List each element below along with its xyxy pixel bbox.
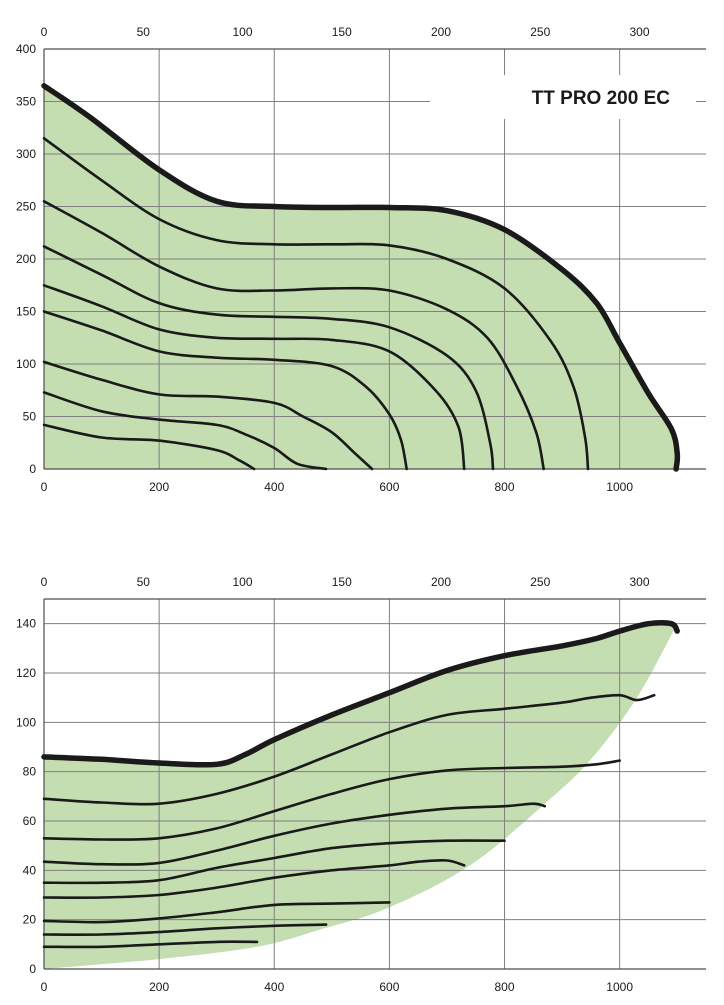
x2-tick-label: 0 [41, 575, 48, 589]
x-tick-label: 800 [495, 980, 515, 994]
series-line [42, 423, 256, 471]
series-line [42, 137, 590, 471]
chart-title: TT PRO 200 EC [532, 88, 671, 109]
series-line-max [41, 619, 680, 768]
x2-tick-label: 100 [232, 575, 252, 589]
title-box [430, 75, 696, 119]
x2-tick-label: 300 [629, 25, 649, 39]
y-tick-label: 100 [16, 357, 36, 371]
operating-area [44, 85, 678, 470]
series-line [42, 284, 466, 471]
y-tick-label: 80 [23, 765, 37, 779]
x-tick-label: 0 [41, 480, 48, 494]
series-line [42, 693, 656, 806]
x2-tick-label: 50 [137, 25, 151, 39]
y-tick-label: 150 [16, 305, 36, 319]
series-line [42, 391, 328, 471]
x-tick-label: 1000 [606, 980, 633, 994]
y-tick-label: 350 [16, 95, 36, 109]
y-tick-label: 0 [29, 962, 36, 976]
x2-tick-label: 200 [431, 25, 451, 39]
x2-tick-label: 250 [530, 25, 550, 39]
pressure-airflow-chart: 0 200 400 600 800 1000 0 50 100 150 200 250 300 0 50 10… [16, 25, 706, 494]
y-tick-label: 250 [16, 200, 36, 214]
x2-tick-label: 0 [41, 25, 48, 39]
series-line [42, 310, 408, 471]
y-tick-label: 60 [23, 814, 37, 828]
x2-tick-label: 100 [232, 25, 252, 39]
series-line [42, 802, 547, 866]
y-tick-label: 400 [16, 42, 36, 56]
x-tick-label: 600 [379, 980, 399, 994]
power-airflow-chart: 0 200 400 600 800 1000 0 50 100 150 200 250 300 0 20 40… [16, 575, 706, 994]
x2-tick-label: 50 [137, 575, 151, 589]
series-line [42, 200, 545, 471]
series-line [42, 839, 506, 885]
x-tick-label: 800 [495, 480, 515, 494]
x2-tick-label: 250 [530, 575, 550, 589]
y-tick-label: 0 [29, 462, 36, 476]
y-tick-label: 140 [16, 617, 36, 631]
series-line [42, 923, 328, 936]
x-tick-label: 0 [41, 980, 48, 994]
y-tick-label: 120 [16, 666, 36, 680]
y-tick-label: 200 [16, 252, 36, 266]
operating-area [44, 622, 678, 969]
x2-tick-label: 150 [332, 575, 352, 589]
y-tick-label: 300 [16, 147, 36, 161]
series-line [42, 360, 374, 471]
y-tick-label: 100 [16, 715, 36, 729]
x-tick-label: 200 [149, 480, 169, 494]
series-line [42, 901, 391, 924]
series-line [42, 940, 259, 949]
x-tick-label: 200 [149, 980, 169, 994]
x2-tick-label: 200 [431, 575, 451, 589]
x-tick-label: 1000 [606, 480, 633, 494]
series-line [42, 759, 621, 841]
x-tick-label: 600 [379, 480, 399, 494]
y-tick-label: 40 [23, 863, 37, 877]
x2-tick-label: 150 [332, 25, 352, 39]
x-tick-label: 400 [264, 980, 284, 994]
y-tick-label: 20 [23, 913, 37, 927]
x2-tick-label: 300 [629, 575, 649, 589]
series-line [42, 245, 495, 471]
series-line-max [41, 83, 681, 472]
series-line [42, 859, 466, 899]
x-tick-label: 400 [264, 480, 284, 494]
y-tick-label: 50 [23, 410, 37, 424]
